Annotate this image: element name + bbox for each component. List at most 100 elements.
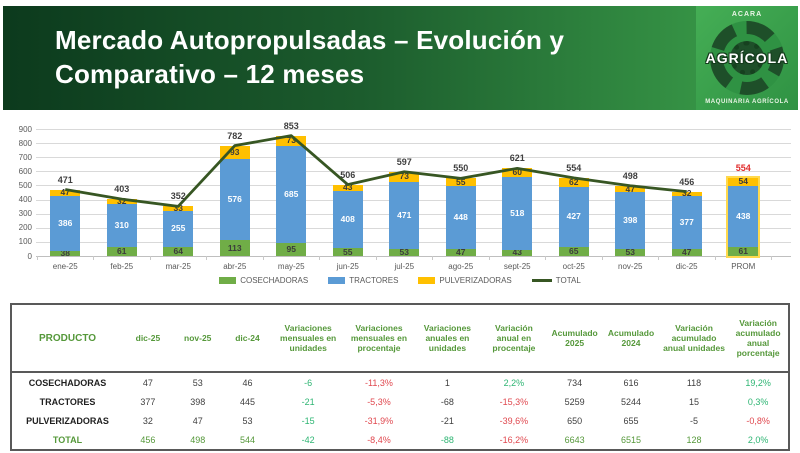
x-axis-label: abr-25 xyxy=(223,262,247,271)
table-cell: 6643 xyxy=(564,434,585,445)
table-cell: 128 xyxy=(686,434,702,445)
table-cell: -31,9% xyxy=(364,415,394,426)
table-cell: -8,4% xyxy=(367,434,391,445)
table-cell: -5,3% xyxy=(367,396,391,407)
comparative-table: PRODUCTO dic-25 nov-25 dic-24 Variaciones me… xyxy=(10,303,790,451)
legend-swatch-icon xyxy=(219,277,237,284)
bar-total-label: 471 xyxy=(57,174,73,185)
row-label: COSECHADORAS xyxy=(28,377,107,388)
x-axis-label: ene-25 xyxy=(52,262,78,271)
legend-item-cosechadoras: COSECHADORAS xyxy=(219,276,308,285)
bar-segment-value: 518 xyxy=(510,207,525,218)
axis-tick xyxy=(545,256,546,260)
bar-segment-value: 61 xyxy=(738,246,748,257)
column-header: Acumulado 2025 xyxy=(546,304,603,373)
bar-segment-value: 64 xyxy=(173,245,183,256)
column-header: Variación acumulado anual unidades xyxy=(659,304,729,373)
bar-segment-value: 38 xyxy=(60,247,70,258)
table-cell: 456 xyxy=(140,434,156,445)
column-header: Variaciones anuales en unidades xyxy=(413,304,481,373)
bar-segment-value: 47 xyxy=(625,183,635,194)
table-cell: 53 xyxy=(192,377,203,388)
bar-segment-value: 61 xyxy=(117,246,127,257)
table-cell: 2,0% xyxy=(747,434,769,445)
bar-segment-value: 93 xyxy=(230,146,240,157)
bar-total-label: 853 xyxy=(283,120,299,131)
legend-item-pulverizadoras: PULVERIZADORAS xyxy=(418,276,512,285)
bar-segment-cosechadoras xyxy=(671,249,702,256)
bar-segment-value: 32 xyxy=(117,195,127,206)
y-axis-label: 800 xyxy=(18,138,32,148)
acara-agricola-logo: ACARA AGRÍCOLA MAQUINARIA AGRÍCOLA xyxy=(696,6,798,110)
bar-segment-cosechadoras xyxy=(332,248,363,256)
bar-segment-value: 576 xyxy=(227,193,242,204)
logo-text-main: AGRÍCOLA xyxy=(705,50,789,66)
y-axis-label: 300 xyxy=(18,209,32,219)
x-axis-label: dic-25 xyxy=(675,262,698,271)
x-axis-label: nov-25 xyxy=(618,262,643,271)
column-header: Acumulado 2024 xyxy=(602,304,660,373)
header-banner: Mercado Autopropulsadas – Evolución y Co… xyxy=(3,6,798,110)
table-cell: 118 xyxy=(686,377,702,388)
x-axis-label: PROM xyxy=(731,262,756,271)
x-axis-label: mar-25 xyxy=(165,262,191,271)
legend-label: COSECHADORAS xyxy=(240,276,309,285)
bar-segment-value: 95 xyxy=(286,243,296,254)
table-cell: 6515 xyxy=(620,434,642,445)
gridline xyxy=(36,143,791,145)
bar-segment-value: 255 xyxy=(171,223,186,234)
bar-segment-value: 685 xyxy=(284,188,299,199)
legend-label: PULVERIZADORAS xyxy=(439,276,512,285)
table-cell: 445 xyxy=(239,396,255,407)
bar-segment-value: 65 xyxy=(569,245,579,256)
bar-segment-cosechadoras xyxy=(728,247,759,256)
column-header: Variaciones mensuales en procentaje xyxy=(343,304,414,373)
x-axis-label: ago-25 xyxy=(448,262,474,271)
table-row: TOTAL 456 498 544 -42 -8,4% -88 -16,2% 6643 6515 1… xyxy=(11,430,789,450)
bar-segment-value: 408 xyxy=(340,213,355,224)
y-axis-label: 200 xyxy=(18,223,32,233)
axis-tick xyxy=(714,256,716,260)
axis-tick xyxy=(432,256,433,260)
axis-tick xyxy=(375,256,377,260)
table-cell: -15,3% xyxy=(499,396,529,407)
table-cell: -42 xyxy=(301,434,315,445)
table-cell: 19,2% xyxy=(745,377,771,388)
bar-total-label: 550 xyxy=(453,163,469,174)
table-cell: 47 xyxy=(142,377,153,388)
table-cell: -6 xyxy=(304,377,313,388)
x-axis-label: feb-25 xyxy=(110,262,134,271)
bar-segment-value: 471 xyxy=(397,209,412,220)
table-cell: 2,2% xyxy=(503,377,525,388)
bar-segment-value: 73 xyxy=(399,171,409,182)
bar-total-label: 352 xyxy=(170,191,186,202)
bar-segment-cosechadoras xyxy=(163,246,194,256)
bar-segment-cosechadoras xyxy=(389,248,420,256)
column-header: dic-25 xyxy=(123,304,173,373)
bar-segment-value: 53 xyxy=(399,246,409,257)
y-axis-label: 400 xyxy=(18,195,32,205)
y-axis-label: 900 xyxy=(18,124,32,134)
bar-segment-pulverizadoras xyxy=(163,206,194,211)
table-row: PULVERIZADORAS 32 47 53 -15 -31,9% -21 -39,6% 65… xyxy=(11,411,789,430)
table-cell: 46 xyxy=(242,377,253,388)
y-axis-label: 500 xyxy=(18,180,32,190)
table-cell: 5259 xyxy=(564,396,585,407)
bar-segment-cosechadoras xyxy=(276,242,307,256)
table-cell: 498 xyxy=(190,434,206,445)
bar-segment-value: 47 xyxy=(456,247,466,258)
y-axis-label: 100 xyxy=(18,237,32,247)
table-header-row: PRODUCTO dic-25 nov-25 dic-24 Variaciones me… xyxy=(11,304,789,373)
bar-total-label: 621 xyxy=(509,153,525,164)
column-header: Variaciones mensuales en unidades xyxy=(272,304,344,373)
column-header: PRODUCTO xyxy=(11,304,124,373)
axis-tick xyxy=(93,256,94,260)
page-title: Mercado Autopropulsadas – Evolución y Co… xyxy=(55,25,565,90)
table-cell: -88 xyxy=(440,434,454,445)
bar-segment-cosechadoras xyxy=(558,246,589,256)
column-header: Variación anual en procentaje xyxy=(480,304,547,373)
axis-tick xyxy=(206,256,207,260)
table-cell: -21 xyxy=(440,415,454,426)
table-row: COSECHADORAS 47 53 46 -6 -11,3% 1 2,2% 734 616 118… xyxy=(11,372,789,392)
gridline xyxy=(36,129,791,130)
